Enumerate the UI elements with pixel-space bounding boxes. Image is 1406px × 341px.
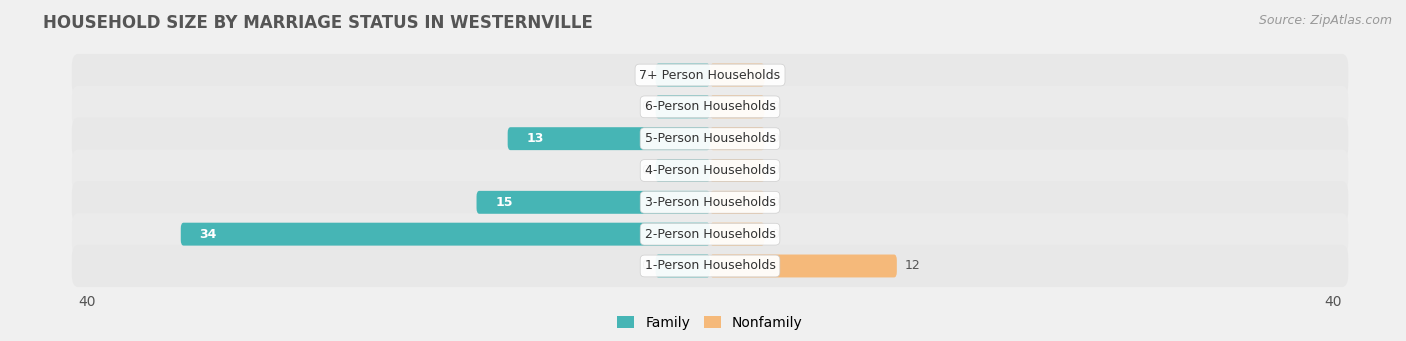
FancyBboxPatch shape: [710, 95, 765, 118]
Text: 5-Person Households: 5-Person Households: [644, 132, 776, 145]
Text: 6-Person Households: 6-Person Households: [644, 100, 776, 113]
FancyBboxPatch shape: [710, 191, 765, 214]
FancyBboxPatch shape: [655, 254, 710, 278]
Text: 0: 0: [641, 100, 650, 113]
FancyBboxPatch shape: [655, 95, 710, 118]
FancyBboxPatch shape: [72, 245, 1348, 287]
Text: 0: 0: [641, 69, 650, 81]
Text: 13: 13: [526, 132, 544, 145]
FancyBboxPatch shape: [710, 159, 765, 182]
Text: 7+ Person Households: 7+ Person Households: [640, 69, 780, 81]
Text: 0: 0: [641, 260, 650, 272]
Text: 4-Person Households: 4-Person Households: [644, 164, 776, 177]
Text: 1-Person Households: 1-Person Households: [644, 260, 776, 272]
Text: 34: 34: [200, 228, 217, 241]
Text: 3-Person Households: 3-Person Households: [644, 196, 776, 209]
FancyBboxPatch shape: [181, 223, 710, 246]
Text: 0: 0: [770, 132, 779, 145]
Text: 0: 0: [641, 164, 650, 177]
Text: 0: 0: [770, 228, 779, 241]
Text: 0: 0: [770, 196, 779, 209]
FancyBboxPatch shape: [72, 181, 1348, 223]
FancyBboxPatch shape: [477, 191, 710, 214]
FancyBboxPatch shape: [72, 213, 1348, 255]
FancyBboxPatch shape: [710, 63, 765, 87]
FancyBboxPatch shape: [655, 159, 710, 182]
FancyBboxPatch shape: [710, 254, 897, 278]
Legend: Family, Nonfamily: Family, Nonfamily: [612, 310, 808, 336]
FancyBboxPatch shape: [72, 118, 1348, 160]
FancyBboxPatch shape: [72, 86, 1348, 128]
Text: 2-Person Households: 2-Person Households: [644, 228, 776, 241]
FancyBboxPatch shape: [508, 127, 710, 150]
FancyBboxPatch shape: [710, 127, 765, 150]
Text: HOUSEHOLD SIZE BY MARRIAGE STATUS IN WESTERNVILLE: HOUSEHOLD SIZE BY MARRIAGE STATUS IN WES…: [44, 14, 593, 32]
FancyBboxPatch shape: [655, 63, 710, 87]
Text: Source: ZipAtlas.com: Source: ZipAtlas.com: [1258, 14, 1392, 27]
FancyBboxPatch shape: [72, 54, 1348, 96]
Text: 12: 12: [904, 260, 921, 272]
FancyBboxPatch shape: [72, 149, 1348, 192]
Text: 0: 0: [770, 100, 779, 113]
FancyBboxPatch shape: [710, 223, 765, 246]
Text: 15: 15: [495, 196, 513, 209]
Text: 0: 0: [770, 69, 779, 81]
Text: 0: 0: [770, 164, 779, 177]
